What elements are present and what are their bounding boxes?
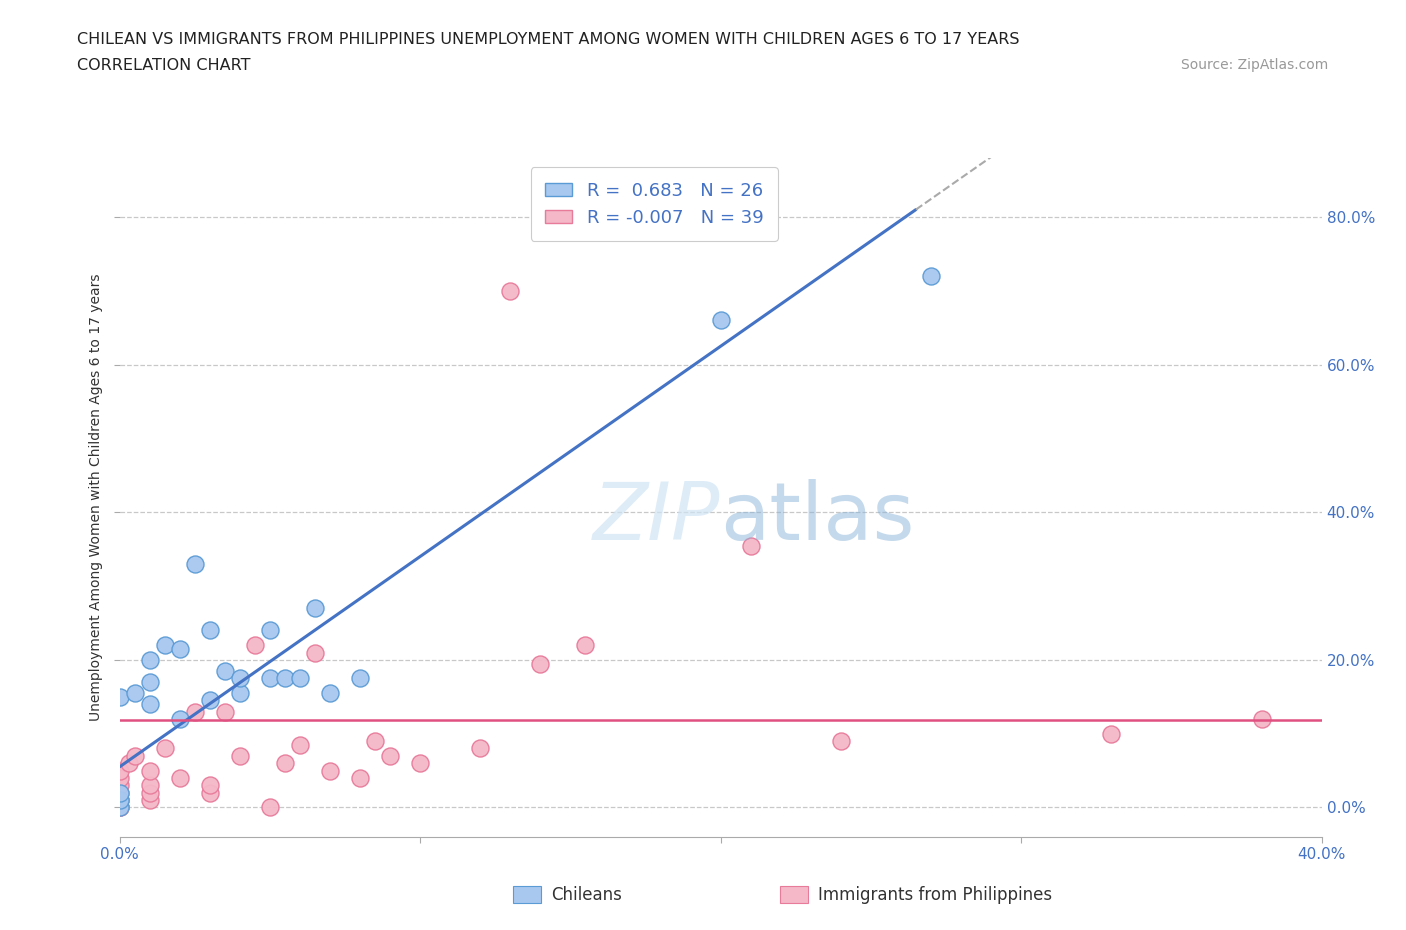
Point: [138, 785, 160, 800]
Point: [108, 800, 131, 815]
Point: [108, 785, 131, 800]
Point: [198, 623, 221, 638]
Point: [364, 734, 387, 749]
Text: atlas: atlas: [720, 479, 915, 557]
Point: [349, 671, 371, 685]
Text: ZIP: ZIP: [593, 479, 720, 557]
Point: [108, 777, 131, 792]
Text: Immigrants from Philippines: Immigrants from Philippines: [818, 885, 1053, 904]
Point: [499, 284, 522, 299]
Text: CORRELATION CHART: CORRELATION CHART: [77, 58, 250, 73]
Point: [214, 663, 236, 678]
Point: [228, 671, 252, 685]
Point: [304, 645, 326, 660]
Point: [378, 749, 401, 764]
Point: [243, 638, 266, 653]
Text: Source: ZipAtlas.com: Source: ZipAtlas.com: [1181, 58, 1329, 73]
Point: [138, 674, 160, 689]
FancyBboxPatch shape: [780, 886, 808, 903]
Point: [259, 671, 281, 685]
Point: [183, 556, 205, 571]
FancyBboxPatch shape: [513, 886, 541, 903]
Point: [830, 734, 852, 749]
Point: [288, 671, 311, 685]
Point: [169, 771, 191, 786]
Point: [709, 313, 731, 328]
Point: [319, 685, 342, 700]
Point: [409, 756, 432, 771]
Point: [468, 741, 492, 756]
Legend: R =  0.683   N = 26, R = -0.007   N = 39: R = 0.683 N = 26, R = -0.007 N = 39: [531, 167, 778, 241]
Point: [153, 638, 176, 653]
Point: [198, 693, 221, 708]
Point: [1099, 726, 1122, 741]
Point: [228, 685, 252, 700]
Point: [274, 756, 297, 771]
Point: [319, 764, 342, 778]
Point: [117, 756, 139, 771]
Point: [108, 792, 131, 807]
Point: [153, 741, 176, 756]
Point: [138, 777, 160, 792]
Point: [124, 749, 146, 764]
Point: [169, 642, 191, 657]
Point: [108, 792, 131, 807]
Point: [274, 671, 297, 685]
Point: [574, 638, 596, 653]
Point: [529, 657, 551, 671]
Point: [138, 653, 160, 668]
Point: [198, 777, 221, 792]
Point: [108, 764, 131, 778]
Point: [138, 764, 160, 778]
Point: [288, 737, 311, 752]
Point: [349, 771, 371, 786]
Point: [214, 704, 236, 719]
Point: [108, 771, 131, 786]
Point: [124, 685, 146, 700]
Y-axis label: Unemployment Among Women with Children Ages 6 to 17 years: Unemployment Among Women with Children A…: [89, 273, 103, 722]
Point: [108, 792, 131, 807]
Point: [198, 785, 221, 800]
Point: [138, 697, 160, 711]
Text: CHILEAN VS IMMIGRANTS FROM PHILIPPINES UNEMPLOYMENT AMONG WOMEN WITH CHILDREN AG: CHILEAN VS IMMIGRANTS FROM PHILIPPINES U…: [77, 33, 1019, 47]
Point: [108, 800, 131, 815]
Text: Chileans: Chileans: [551, 885, 621, 904]
Point: [259, 800, 281, 815]
Point: [304, 601, 326, 616]
Point: [740, 538, 762, 553]
Point: [1250, 711, 1272, 726]
Point: [183, 704, 205, 719]
Point: [138, 792, 160, 807]
Point: [259, 623, 281, 638]
Point: [108, 785, 131, 800]
Point: [228, 749, 252, 764]
Point: [108, 800, 131, 815]
Point: [169, 711, 191, 726]
Point: [920, 269, 942, 284]
Point: [108, 689, 131, 704]
